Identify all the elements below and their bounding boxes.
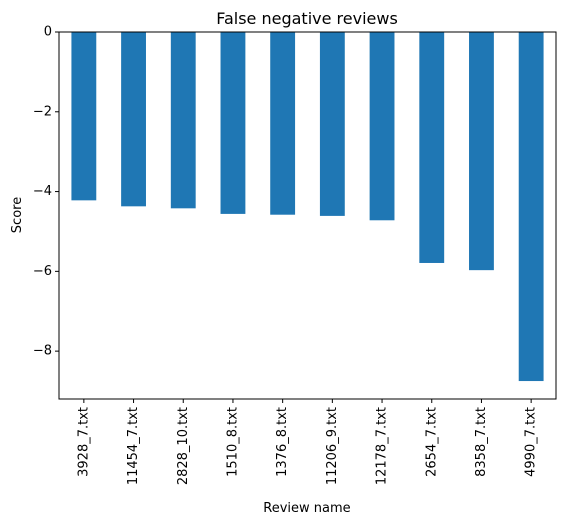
chart-title: False negative reviews xyxy=(216,9,398,28)
bars-group xyxy=(71,32,544,382)
bar-12178_7.txt xyxy=(369,32,395,221)
bar-1376_8.txt xyxy=(270,32,296,215)
bar-8358_7.txt xyxy=(469,32,494,271)
y-tick-label: −6 xyxy=(33,264,52,279)
bar-11206_9.txt xyxy=(319,32,345,216)
bar-3928_7.txt xyxy=(71,32,97,201)
bar-4990_7.txt xyxy=(518,32,544,382)
x-axis: 3928_7.txt 11454_7.txt 2828_10.txt 1510_8.t… xyxy=(76,399,539,485)
bar-11454_7.txt xyxy=(121,32,146,207)
x-tick-label: 11454_7.txt xyxy=(126,407,141,485)
bar-2828_10.txt xyxy=(170,32,196,209)
x-axis-label: Review name xyxy=(263,501,350,516)
x-tick-label: 8358_7.txt xyxy=(474,407,489,477)
plot-frame xyxy=(58,31,557,400)
bar-2654_7.txt xyxy=(419,32,445,263)
x-tick-label: 12178_7.txt xyxy=(375,407,390,485)
y-axis-label: Score xyxy=(10,197,25,233)
y-axis: 0 −2 −4 −6 −8 xyxy=(33,25,59,359)
y-tick-label: −2 xyxy=(33,104,52,119)
y-tick-label: −8 xyxy=(33,344,52,359)
x-tick-label: 1510_8.txt xyxy=(225,407,240,477)
x-tick-label: 1376_8.txt xyxy=(275,407,290,477)
x-tick-label: 4990_7.txt xyxy=(524,407,539,477)
x-tick-label: 2828_10.txt xyxy=(176,407,191,485)
x-tick-label: 11206_9.txt xyxy=(325,407,340,485)
x-tick-label: 3928_7.txt xyxy=(76,407,91,477)
bar-1510_8.txt xyxy=(220,32,246,214)
x-tick-label: 2654_7.txt xyxy=(424,407,439,477)
y-tick-label: −4 xyxy=(33,184,52,199)
y-tick-label: 0 xyxy=(44,25,52,40)
